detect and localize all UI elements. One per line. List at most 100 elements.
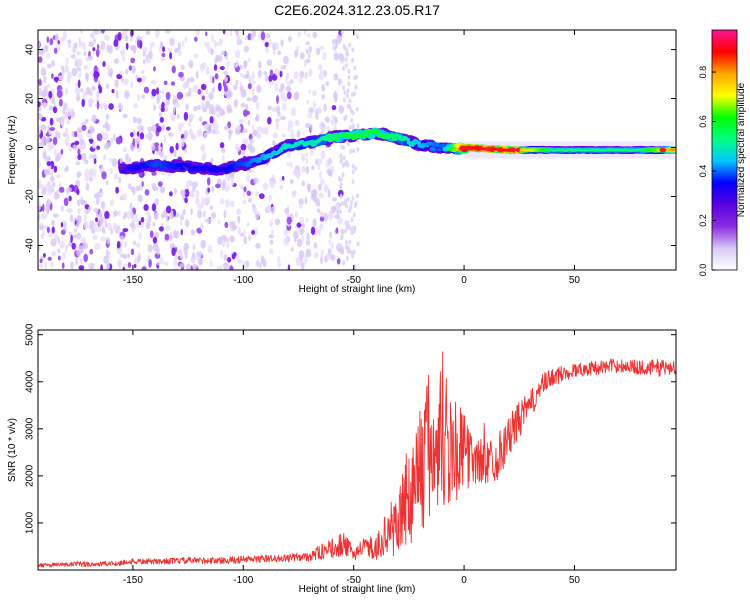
noise-point: [75, 161, 81, 166]
noise-point: [183, 246, 188, 255]
noise-point: [49, 168, 54, 176]
noise-point: [212, 123, 219, 131]
ridge-core-segment: [389, 133, 396, 138]
noise-point: [346, 103, 350, 109]
noise-point: [209, 109, 215, 115]
noise-point: [295, 211, 298, 218]
noise-point: [207, 187, 210, 193]
noise-point: [83, 120, 87, 126]
noise-point: [52, 106, 58, 114]
noise-point: [110, 137, 114, 143]
noise-point: [186, 263, 192, 270]
noise-point: [122, 228, 129, 233]
noise-point: [197, 88, 202, 95]
noise-point: [199, 257, 203, 265]
noise-point: [102, 208, 106, 214]
noise-point: [63, 197, 69, 207]
noise-point: [348, 98, 352, 104]
noise-point: [351, 253, 354, 259]
noise-point: [339, 182, 343, 188]
noise-point: [147, 131, 153, 141]
noise-point: [336, 34, 342, 44]
noise-point: [44, 85, 48, 93]
noise-point: [105, 113, 109, 120]
noise-point: [340, 157, 344, 163]
noise-point: [272, 139, 276, 147]
noise-point: [344, 56, 348, 62]
noise-point: [347, 68, 351, 74]
noise-point: [177, 42, 182, 50]
noise-point: [251, 230, 256, 235]
noise-point: [247, 58, 251, 63]
noise-point: [178, 49, 182, 57]
noise-point: [88, 170, 93, 178]
noise-point: [95, 226, 102, 232]
noise-point: [284, 228, 288, 236]
noise-point: [229, 171, 235, 178]
noise-point: [323, 69, 327, 78]
noise-point: [256, 101, 260, 110]
noise-point: [108, 103, 114, 110]
noise-point: [142, 59, 146, 65]
noise-point: [60, 222, 64, 228]
noise-point: [122, 78, 129, 86]
noise-point: [173, 95, 176, 101]
noise-point: [41, 90, 47, 98]
noise-point: [268, 248, 274, 255]
noise-point: [49, 127, 56, 131]
noise-point: [62, 30, 67, 40]
noise-point: [195, 189, 200, 199]
noise-point: [108, 157, 113, 162]
noise-point: [347, 81, 351, 87]
noise-point: [160, 213, 165, 219]
noise-point: [247, 33, 252, 41]
noise-point: [77, 154, 82, 161]
ridge-peak: [484, 146, 492, 152]
noise-point: [166, 126, 171, 131]
noise-point: [171, 65, 176, 74]
noise-point: [38, 126, 41, 135]
noise-point: [336, 210, 339, 216]
noise-point: [67, 42, 72, 49]
noise-point: [171, 247, 176, 256]
noise-point: [262, 182, 269, 191]
noise-point: [184, 147, 187, 154]
noise-point: [346, 224, 349, 230]
noise-point: [159, 41, 164, 49]
noise-point: [340, 107, 344, 113]
noise-point: [154, 212, 160, 220]
noise-point: [80, 196, 83, 201]
snr-panel: -150 -100 -50 0 50 1000 2000 3000 4000 5000 Heig…: [7, 323, 677, 595]
noise-point: [151, 88, 157, 97]
noise-point: [161, 171, 166, 176]
noise-point: [140, 69, 145, 74]
noise-point: [104, 221, 108, 228]
noise-point: [345, 46, 349, 52]
noise-point: [83, 214, 87, 222]
ridge-core-segment: [260, 153, 266, 158]
noise-point: [128, 65, 133, 71]
noise-point: [294, 169, 300, 178]
noise-point: [38, 50, 42, 55]
noise-point: [70, 214, 73, 223]
noise-point: [315, 158, 319, 166]
noise-point: [227, 177, 230, 182]
noise-point: [76, 94, 81, 102]
noise-point: [129, 202, 133, 211]
figure-title: C2E6.2024.312.23.05.R17: [274, 2, 440, 18]
noise-point: [118, 260, 122, 270]
noise-point: [100, 40, 106, 50]
noise-point: [350, 230, 354, 236]
noise-point: [195, 70, 199, 79]
noise-point: [242, 128, 248, 133]
noise-point: [260, 127, 265, 135]
noise-point: [138, 220, 142, 226]
noise-point: [51, 226, 55, 234]
noise-point: [141, 181, 144, 187]
noise-point: [193, 53, 199, 59]
noise-point: [206, 125, 212, 134]
noise-point: [319, 211, 325, 218]
noise-point: [268, 194, 272, 203]
noise-point: [184, 219, 190, 228]
noise-point: [38, 78, 42, 86]
